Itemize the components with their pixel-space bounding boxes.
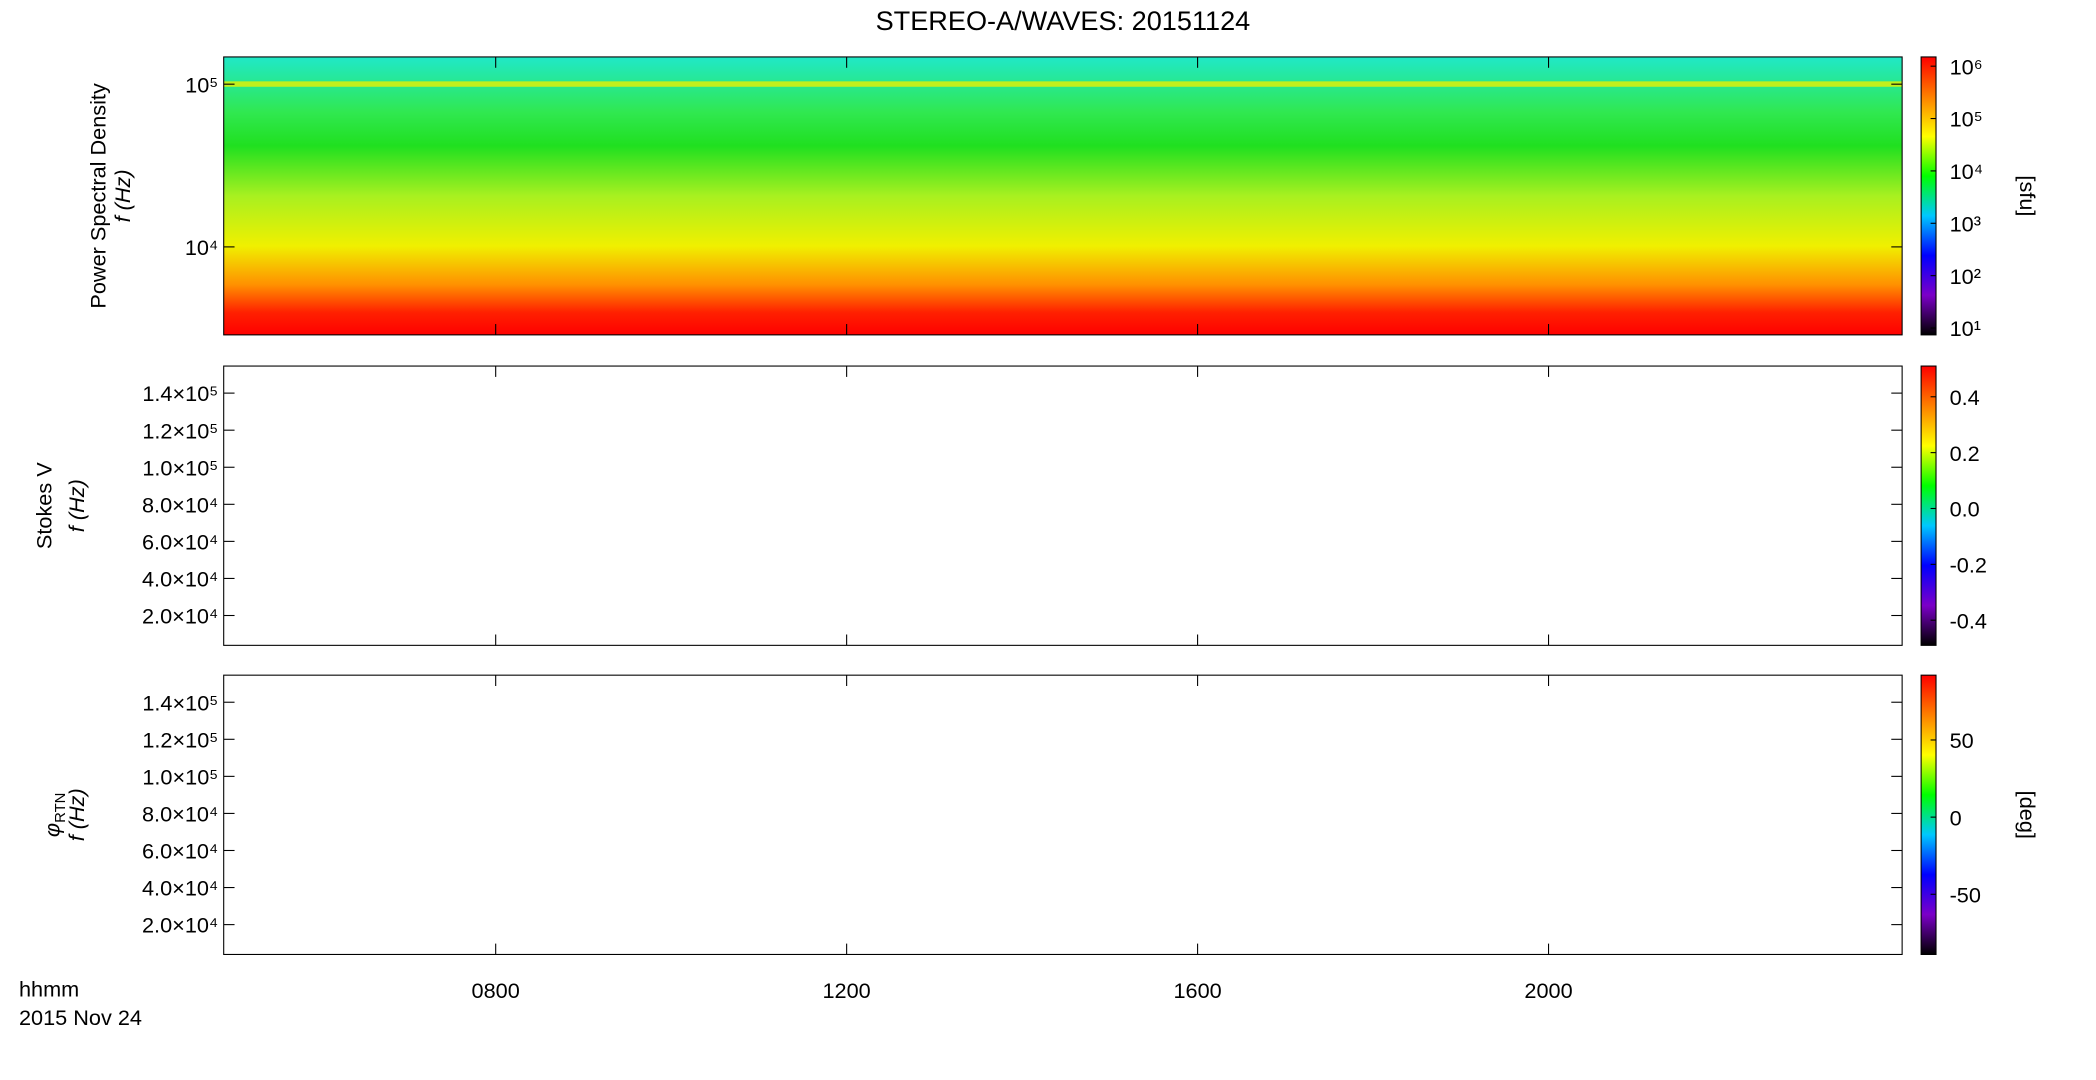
x-tick-label: 1200 <box>823 978 871 1003</box>
y-axis-label: Stokes V <box>32 462 57 549</box>
colorbar-tick-label: 0 <box>1950 805 1962 830</box>
colorbar-tick-label: 10⁶ <box>1950 54 1983 79</box>
y-axis-label-symbol: φ <box>40 823 65 837</box>
y-axis-label: f (Hz) <box>64 788 89 841</box>
x-axis-label: hhmm <box>19 976 79 1001</box>
y-tick-label: 1.2×10⁵ <box>142 727 218 752</box>
y-tick-label: 10⁵ <box>185 72 218 97</box>
colorbar <box>1920 674 1937 955</box>
y-tick-label: 8.0×10⁴ <box>142 802 218 827</box>
y-tick-label: 10⁴ <box>185 235 218 260</box>
y-axis-label: φRTN <box>40 793 69 838</box>
panel-frame <box>223 674 1903 955</box>
y-tick-label: 1.4×10⁵ <box>142 381 218 406</box>
y-tick-label: 1.4×10⁵ <box>142 690 218 715</box>
colorbar-tick-label: 0.2 <box>1950 441 1980 466</box>
y-tick-label: 1.0×10⁵ <box>142 764 218 789</box>
x-tick-label: 1600 <box>1173 978 1221 1003</box>
colorbar-label: [sfu] <box>2015 175 2040 216</box>
y-tick-label: 4.0×10⁴ <box>142 567 218 592</box>
colorbar-tick-label: 0.4 <box>1950 385 1980 410</box>
colorbar <box>1920 365 1937 646</box>
y-tick-label: 1.0×10⁵ <box>142 455 218 480</box>
colorbar-tick-label: 0.0 <box>1950 497 1980 522</box>
colorbar-label: [deg] <box>2015 791 2040 839</box>
y-tick-label: 1.2×10⁵ <box>142 418 218 443</box>
chart-title: STEREO-A/WAVES: 20151124 <box>876 5 1251 36</box>
panel-frame <box>223 56 1903 336</box>
colorbar-tick-label: 10⁵ <box>1950 107 1983 132</box>
y-tick-label: 4.0×10⁴ <box>142 876 218 901</box>
colorbar-tick-label: 10¹ <box>1950 316 1981 341</box>
y-tick-label: 2.0×10⁴ <box>142 604 218 629</box>
y-tick-label: 8.0×10⁴ <box>142 492 218 517</box>
x-tick-label: 0800 <box>472 978 520 1003</box>
colorbar-tick-label: -0.4 <box>1950 608 1987 633</box>
y-axis-label: f (Hz) <box>64 479 89 532</box>
y-axis-label-subscript: RTN <box>53 793 69 823</box>
colorbar <box>1920 56 1937 336</box>
colorbar-tick-label: -0.2 <box>1950 552 1987 577</box>
colorbar-tick-label: 50 <box>1950 728 1974 753</box>
y-tick-label: 2.0×10⁴ <box>142 913 218 938</box>
date-label: 2015 Nov 24 <box>19 1005 142 1030</box>
x-tick-label: 2000 <box>1524 978 1572 1003</box>
spectrogram-image <box>223 56 1903 335</box>
panel-frame <box>223 365 1903 646</box>
colorbar-tick-label: 10³ <box>1950 211 1981 236</box>
colorbar-tick-label: -50 <box>1950 882 1981 907</box>
y-tick-label: 6.0×10⁴ <box>142 839 218 864</box>
colorbar-tick-label: 10⁴ <box>1950 159 1983 184</box>
y-axis-label: f (Hz) <box>110 169 135 222</box>
y-axis-label: Power Spectral Density <box>86 83 111 309</box>
y-tick-label: 6.0×10⁴ <box>142 530 218 555</box>
spectrogram-band <box>223 81 1903 87</box>
colorbar-tick-label: 10² <box>1950 264 1981 289</box>
